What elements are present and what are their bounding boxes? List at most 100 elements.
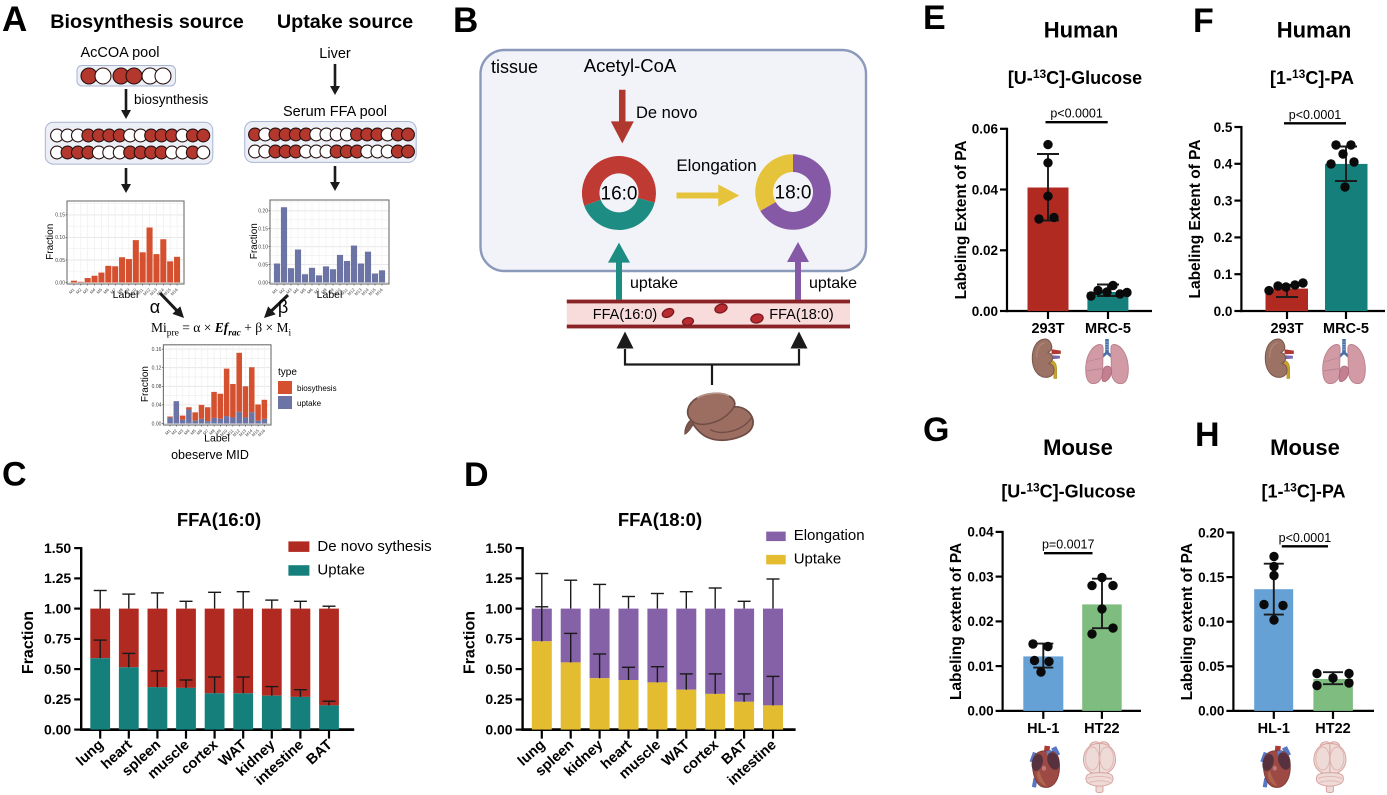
svg-text:Mouse: Mouse: [1043, 435, 1113, 460]
svg-text:Uptake source: Uptake source: [277, 11, 413, 33]
svg-text:Liver: Liver: [319, 46, 351, 62]
svg-text:293T: 293T: [1270, 321, 1303, 337]
svg-text:M7: M7: [109, 287, 117, 295]
svg-text:M16: M16: [170, 287, 180, 297]
svg-text:0.15: 0.15: [258, 227, 268, 233]
svg-text:Uptake: Uptake: [794, 550, 842, 567]
svg-text:18:0: 18:0: [775, 183, 812, 204]
svg-text:p<0.0001: p<0.0001: [1289, 108, 1342, 122]
svg-text:0.25: 0.25: [485, 691, 512, 707]
svg-text:Human: Human: [1044, 18, 1119, 43]
svg-text:Biosynthesis source: Biosynthesis source: [50, 11, 244, 33]
svg-text:α: α: [150, 297, 160, 317]
svg-text:FFA(16:0): FFA(16:0): [177, 509, 261, 530]
svg-text:0.05: 0.05: [258, 262, 268, 268]
svg-text:0.00: 0.00: [44, 721, 71, 737]
svg-text:Fraction: Fraction: [462, 611, 479, 674]
svg-text:0.20: 0.20: [258, 209, 268, 215]
svg-text:M3: M3: [177, 428, 185, 436]
svg-text:0.2: 0.2: [1214, 230, 1233, 245]
svg-text:0.4: 0.4: [1214, 157, 1233, 172]
svg-text:0.3: 0.3: [1214, 193, 1233, 208]
svg-text:FFA(18:0): FFA(18:0): [618, 509, 702, 530]
svg-text:Serum FFA pool: Serum FFA pool: [283, 104, 387, 120]
svg-text:M7: M7: [202, 428, 210, 436]
svg-text:biosythesis: biosythesis: [297, 384, 337, 393]
svg-text:FFA(16:0): FFA(16:0): [593, 307, 657, 323]
svg-text:A: A: [2, 0, 27, 39]
svg-text:1.00: 1.00: [44, 600, 71, 616]
svg-text:M5: M5: [189, 428, 197, 436]
svg-text:0.00: 0.00: [967, 704, 993, 719]
svg-text:0.0: 0.0: [1214, 304, 1233, 319]
svg-text:Mipre = α × Efrac + β × Mi: Mipre = α × Efrac + β × Mi: [151, 320, 292, 339]
svg-text:M5: M5: [95, 287, 103, 295]
svg-text:Labeling Extent of PA: Labeling Extent of PA: [1187, 139, 1204, 298]
svg-text:1.25: 1.25: [485, 570, 512, 586]
svg-text:M9: M9: [123, 287, 131, 295]
svg-text:uptake: uptake: [297, 399, 322, 408]
svg-text:1.00: 1.00: [485, 600, 512, 616]
svg-text:M10: M10: [332, 287, 342, 297]
svg-text:M11: M11: [340, 287, 350, 297]
svg-text:0.10: 0.10: [55, 235, 65, 241]
svg-text:M12: M12: [142, 287, 152, 297]
svg-text:16:0: 16:0: [601, 184, 638, 205]
svg-text:0.01: 0.01: [967, 659, 994, 674]
svg-text:M4: M4: [89, 287, 97, 295]
svg-text:p<0.0001: p<0.0001: [1279, 531, 1332, 545]
svg-text:0.02: 0.02: [972, 243, 998, 258]
svg-text:M6: M6: [196, 428, 204, 436]
svg-text:Fraction: Fraction: [20, 611, 37, 674]
svg-text:M4: M4: [183, 428, 191, 436]
svg-text:0.10: 0.10: [258, 245, 268, 251]
svg-text:D: D: [464, 456, 489, 494]
svg-text:M15: M15: [163, 287, 173, 297]
svg-text:M10: M10: [219, 428, 229, 438]
svg-text:Mouse: Mouse: [1270, 435, 1340, 460]
svg-text:0.16: 0.16: [152, 347, 162, 353]
svg-text:FFA(18:0): FFA(18:0): [769, 307, 833, 323]
svg-text:HL-1: HL-1: [1258, 721, 1290, 737]
svg-text:0.1: 0.1: [1214, 267, 1233, 282]
svg-text:M5: M5: [299, 287, 307, 295]
svg-text:M13: M13: [353, 287, 363, 297]
svg-text:0.00: 0.00: [55, 280, 65, 286]
svg-text:0.00: 0.00: [485, 721, 512, 737]
svg-text:0.50: 0.50: [44, 661, 71, 677]
svg-text:0.03: 0.03: [967, 569, 994, 584]
svg-text:M12: M12: [346, 287, 356, 297]
svg-text:MRC-5: MRC-5: [1085, 321, 1131, 337]
svg-text:[U-13C]-Glucose: [U-13C]-Glucose: [1008, 67, 1142, 88]
svg-text:M4: M4: [292, 287, 300, 295]
svg-text:E: E: [923, 0, 946, 37]
svg-text:uptake: uptake: [809, 275, 857, 292]
svg-text:Labeling Extent of PA: Labeling Extent of PA: [953, 140, 970, 299]
svg-text:M6: M6: [102, 287, 110, 295]
svg-text:tissue: tissue: [491, 57, 538, 77]
svg-text:[1-13C]-PA: [1-13C]-PA: [1270, 67, 1354, 88]
svg-text:0.05: 0.05: [55, 258, 65, 264]
svg-text:F: F: [1193, 2, 1214, 40]
svg-text:B: B: [453, 1, 478, 40]
svg-text:0.15: 0.15: [1198, 570, 1225, 585]
svg-text:M3: M3: [285, 287, 293, 295]
svg-text:Labeling extent of PA: Labeling extent of PA: [1179, 543, 1196, 700]
svg-text:1.25: 1.25: [44, 570, 71, 586]
svg-text:Label: Label: [317, 289, 343, 301]
svg-text:Label: Label: [113, 289, 139, 301]
svg-text:M10: M10: [128, 287, 138, 297]
svg-text:M1: M1: [68, 287, 76, 295]
svg-text:Labeling extent of PA: Labeling extent of PA: [948, 543, 965, 700]
svg-text:M11: M11: [135, 287, 145, 297]
svg-text:0.75: 0.75: [44, 631, 71, 647]
svg-text:0.06: 0.06: [972, 122, 999, 137]
svg-text:Elongation: Elongation: [794, 527, 865, 544]
svg-text:[U-13C]-Glucose: [U-13C]-Glucose: [1001, 481, 1135, 502]
svg-text:HT22: HT22: [1315, 721, 1350, 737]
svg-text:M7: M7: [313, 287, 321, 295]
svg-text:1.50: 1.50: [485, 540, 512, 556]
svg-text:Label: Label: [204, 433, 230, 445]
svg-text:0.25: 0.25: [44, 691, 71, 707]
svg-text:M15: M15: [251, 428, 261, 438]
